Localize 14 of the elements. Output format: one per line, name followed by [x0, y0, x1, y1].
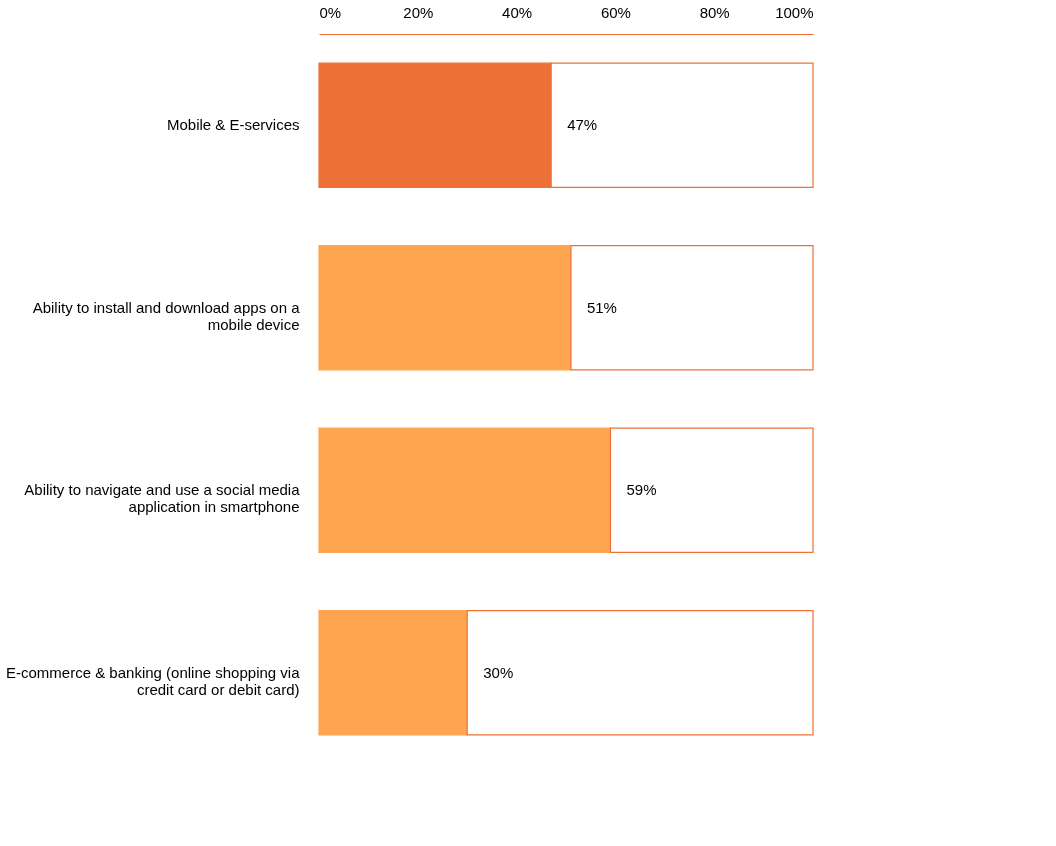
- x-tick-label: 80%: [699, 3, 730, 21]
- x-tick-label: 40%: [502, 3, 533, 21]
- y-tick-label: E-commerce & banking (online shopping via credit card or debit card): [6, 663, 301, 698]
- data-label: 51%: [586, 298, 617, 316]
- x-tick-label: 0%: [319, 3, 342, 21]
- data-label: 47%: [567, 116, 598, 134]
- x-tick-label: 100%: [775, 3, 814, 21]
- y-tick-label: Ability to install and download apps on a mobile device: [32, 298, 301, 333]
- x-tick-label: 60%: [600, 3, 631, 21]
- data-label: 59%: [626, 481, 657, 499]
- x-tick-label: 20%: [403, 3, 434, 21]
- y-tick-label: Ability to navigate and use a social media application in smartphone: [24, 481, 301, 516]
- data-label: 30%: [483, 663, 514, 681]
- y-tick-label: Mobile & E-services: [166, 116, 300, 134]
